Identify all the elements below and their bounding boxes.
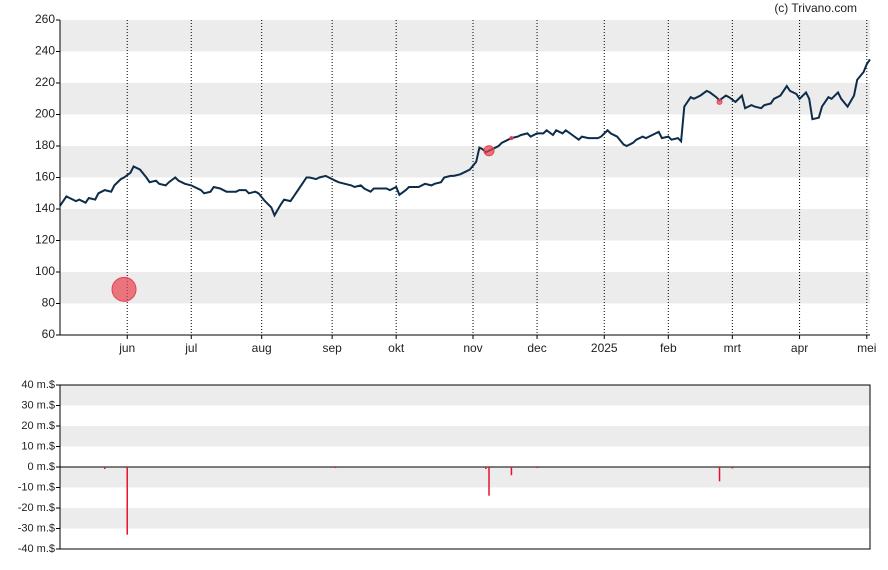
band (60, 272, 870, 304)
y-tick-label: 100 (35, 264, 55, 278)
y-tick-label: -30 m.$ (18, 522, 55, 534)
bar (731, 467, 734, 469)
y-tick-label: 260 (35, 12, 55, 26)
y-tick-label: 140 (35, 201, 55, 215)
band (60, 209, 870, 241)
y-tick-label: -10 m.$ (18, 481, 55, 493)
bubble (716, 98, 723, 105)
x-tick-label: mei (857, 341, 876, 355)
bubble (509, 136, 514, 141)
bubble (111, 276, 137, 302)
x-tick-label: nov (463, 341, 482, 355)
band (60, 385, 870, 406)
bar (488, 467, 490, 496)
band (60, 20, 870, 52)
band (60, 83, 870, 115)
frame (59, 384, 871, 550)
x-tick-label: apr (791, 341, 808, 355)
y-tick-label: 20 m.$ (21, 420, 55, 432)
y-tick-label: 160 (35, 170, 55, 184)
y-tick-label: 180 (35, 138, 55, 152)
x-tick-label: jun (118, 341, 135, 355)
y-tick-label: 60 (42, 327, 56, 341)
y-tick-label: 120 (35, 233, 55, 247)
y-tick-label: 0 m.$ (27, 461, 55, 473)
band (60, 508, 870, 529)
bar (536, 467, 538, 469)
bubble (483, 145, 495, 157)
y-tick-label: 30 m.$ (21, 399, 55, 411)
credit: (c) Trivano.com (774, 1, 857, 15)
y-tick-label: 220 (35, 75, 55, 89)
bar (485, 467, 487, 470)
y-tick-label: 40 m.$ (21, 379, 55, 391)
price-line (59, 58, 871, 218)
y-tick-label: -40 m.$ (18, 543, 55, 555)
bar (334, 467, 337, 469)
bar (126, 467, 128, 535)
bar (510, 467, 513, 476)
x-tick-label: aug (252, 341, 272, 355)
x-tick-label: 2025 (591, 341, 618, 355)
x-tick-label: feb (660, 341, 677, 355)
bar (718, 467, 721, 482)
y-tick-label: -20 m.$ (18, 502, 55, 514)
x-tick-label: dec (527, 341, 546, 355)
x-tick-label: okt (388, 341, 405, 355)
y-tick-label: 240 (35, 44, 55, 58)
band (60, 467, 870, 488)
x-tick-label: sep (322, 341, 342, 355)
band (60, 426, 870, 447)
x-tick-label: jul (184, 341, 197, 355)
x-tick-label: mrt (724, 341, 742, 355)
y-tick-label: 200 (35, 107, 55, 121)
y-tick-label: 80 (42, 296, 56, 310)
y-tick-label: 10 m.$ (21, 440, 55, 452)
bar (104, 467, 106, 470)
